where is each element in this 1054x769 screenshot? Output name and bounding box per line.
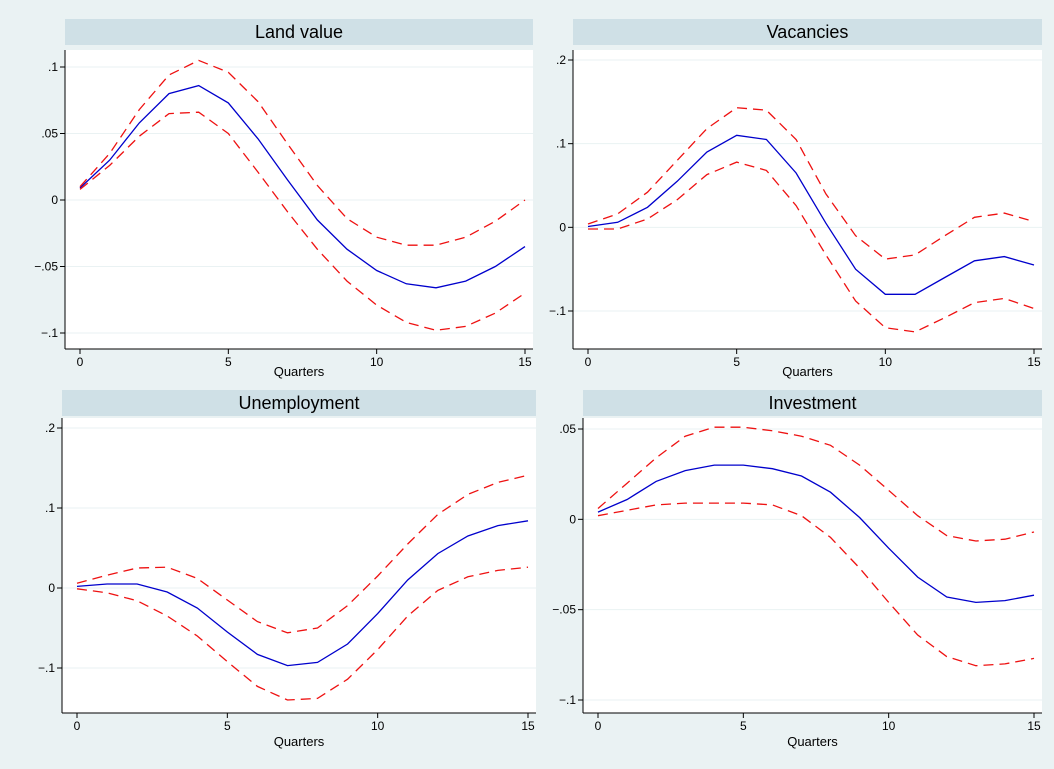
panel-2: Vacancies −.1 0 .1 .2 0 5 10 15 Quarters [549,19,1042,379]
x-tick-label: 10 [371,719,385,733]
series-line-lower [76,566,529,701]
x-tick-label: 0 [74,719,81,733]
y-tick-label: .05 [559,422,576,436]
x-tick-label: 15 [521,719,535,733]
x-tick-label: 0 [585,355,592,369]
y-tick-label: .05 [41,127,58,141]
y-tick-label: .2 [45,421,55,435]
series-line-lower [597,502,1035,667]
x-tick-label: 5 [225,355,232,369]
series-line-estimate [76,520,529,667]
plot-area [62,418,536,713]
panel-title: Unemployment [238,393,359,413]
panels: Land value−.1−.050.05.10 5 10 15QuartersVac… [34,19,1042,749]
x-axis-title: Quarters [274,734,325,749]
y-tick-label: .1 [48,60,58,74]
series-line-estimate [587,134,1035,295]
panel-4: Investment −.1 −.05 0 .05 0 5 10 15 Quarters [552,390,1042,749]
x-tick-label: 10 [370,355,384,369]
panel-title-bar [62,390,536,416]
series-line-upper [76,474,529,634]
x-tick-label: 15 [1027,355,1041,369]
y-tick-label: 0 [559,220,566,234]
x-axis-title: Quarters [274,364,325,379]
series-line-upper [79,59,526,246]
y-tick-label: 0 [569,512,576,526]
y-tick-label: 0 [51,193,58,207]
x-tick-label: 15 [1027,719,1041,733]
y-tick-label: 0 [48,581,55,595]
panel-1: Land value −.1 −.05 0 .05 .1 0 5 10 15 Quarters [34,19,533,379]
x-tick-label: 15 [518,355,532,369]
series-line-lower [79,111,526,331]
series-line-estimate [79,84,526,289]
panel-title: Vacancies [767,22,849,42]
series-line-lower [588,161,1035,333]
x-tick-label: 0 [77,355,84,369]
series-line-estimate [597,464,1035,604]
panel-3: Unemployment −.1 0 .1 .2 0 5 10 15 Quarters [38,390,536,749]
panel-title-bar [65,19,533,45]
y-tick-label: .1 [45,501,55,515]
panel-title-bar [583,390,1042,416]
y-tick-label: −.1 [559,693,576,707]
y-tick-label: .1 [556,137,566,151]
series-line-upper [597,426,1035,542]
x-tick-label: 5 [224,719,231,733]
series-line-upper [587,107,1035,260]
y-tick-label: −.05 [34,260,58,274]
x-tick-label: 10 [882,719,896,733]
x-axis-title: Quarters [782,364,833,379]
x-tick-label: 10 [879,355,893,369]
panel-title-bar [573,19,1042,45]
y-tick-label: .2 [556,53,566,67]
y-tick-label: −.1 [549,304,566,318]
x-tick-label: 0 [595,719,602,733]
y-tick-label: −.05 [552,603,576,617]
x-axis-title: Quarters [787,734,838,749]
x-tick-label: 5 [733,355,740,369]
y-tick-label: −.1 [38,661,55,675]
plot-area [573,50,1042,349]
panel-title: Investment [768,393,856,413]
x-tick-label: 5 [740,719,747,733]
plot-area [583,418,1042,713]
panel-title: Land value [255,22,343,42]
y-tick-label: −.1 [41,326,58,340]
